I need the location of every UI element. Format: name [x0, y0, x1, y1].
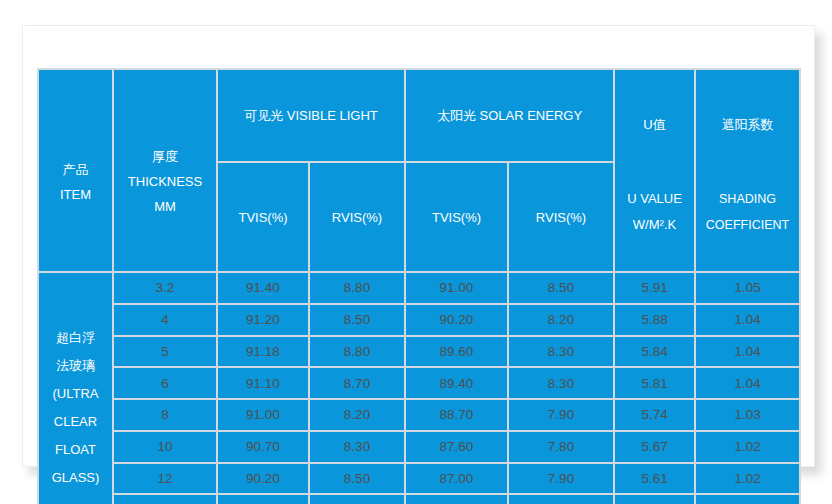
- cell-se_tvis: 90.20: [405, 304, 508, 336]
- cell-vl_rvis: 8.45: [309, 494, 405, 504]
- cell-se_tvis: 89.40: [405, 367, 508, 399]
- table-row: 591.188.8089.608.305.841.04: [38, 336, 800, 368]
- header-rvis-visible: RVIS(%): [309, 162, 405, 272]
- cell-mm: 6: [113, 367, 217, 399]
- cell-se_tvis: 91.00: [405, 272, 508, 304]
- header-visible-light: 可见光 VISIBLE LIGHT: [217, 69, 405, 162]
- header-solar-energy: 太阳光 SOLAR ENERGY: [405, 69, 614, 162]
- header-shading-en: SHADING COEFFICIENT: [696, 178, 799, 246]
- cell-vl_rvis: 8.80: [309, 336, 405, 368]
- cell-se_tvis: 87.60: [405, 431, 508, 463]
- cell-se_rvis: 7.90: [508, 494, 614, 504]
- cell-vl_rvis: 8.30: [309, 431, 405, 463]
- cell-mm: 12: [113, 463, 217, 495]
- cell-mm: 3.2: [113, 272, 217, 304]
- table-row: 1290.208.5087.007.905.611.02: [38, 463, 800, 495]
- cell-se_rvis: 8.50: [508, 272, 614, 304]
- cell-vl_rvis: 8.70: [309, 367, 405, 399]
- header-row-1: 产品 ITEM 厚度 THICKNESS MM 可见光 VISIBLE LIGH…: [38, 69, 800, 162]
- cell-se_tvis: 89.60: [405, 336, 508, 368]
- header-tvis-solar: TVIS(%): [405, 162, 508, 272]
- cell-vl_tvis: 90.20: [217, 463, 309, 495]
- cell-u: 5.61: [614, 463, 695, 495]
- header-thickness: 厚度 THICKNESS MM: [113, 69, 217, 272]
- cell-mm: 4: [113, 304, 217, 336]
- cell-vl_tvis: 90.00: [217, 494, 309, 504]
- cell-se_tvis: 87.00: [405, 463, 508, 495]
- cell-se_rvis: 7.90: [508, 399, 614, 431]
- cell-u: 5.91: [614, 272, 695, 304]
- cell-sc: 1.04: [695, 304, 800, 336]
- cell-vl_tvis: 90.70: [217, 431, 309, 463]
- cell-vl_tvis: 91.18: [217, 336, 309, 368]
- cell-se_rvis: 7.90: [508, 463, 614, 495]
- cell-sc: 1.02: [695, 463, 800, 495]
- header-rvis-solar: RVIS(%): [508, 162, 614, 272]
- cell-vl_rvis: 8.80: [309, 272, 405, 304]
- header-u-value-en: U VALUE W/M².K: [615, 178, 694, 246]
- cell-vl_rvis: 8.20: [309, 399, 405, 431]
- table-row: 1590.008.4585.207.905.511.00: [38, 494, 800, 504]
- cell-u: 5.81: [614, 367, 695, 399]
- table-row: 891.008.2088.707.905.741.03: [38, 399, 800, 431]
- header-tvis-visible: TVIS(%): [217, 162, 309, 272]
- cell-sc: 1.03: [695, 399, 800, 431]
- header-shading-zh: 遮阳系数: [696, 95, 799, 153]
- cell-u: 5.67: [614, 431, 695, 463]
- table-row: 491.208.5090.208.205.881.04: [38, 304, 800, 336]
- item-name-cell: 超白浮 法玻璃 (ULTRA CLEAR FLOAT GLASS): [38, 272, 113, 504]
- glass-spec-table: 产品 ITEM 厚度 THICKNESS MM 可见光 VISIBLE LIGH…: [37, 68, 801, 504]
- cell-mm: 15: [113, 494, 217, 504]
- cell-sc: 1.04: [695, 336, 800, 368]
- cell-se_tvis: 85.20: [405, 494, 508, 504]
- cell-se_rvis: 7.80: [508, 431, 614, 463]
- cell-se_rvis: 8.30: [508, 367, 614, 399]
- cell-sc: 1.02: [695, 431, 800, 463]
- cell-vl_tvis: 91.40: [217, 272, 309, 304]
- header-item: 产品 ITEM: [38, 69, 113, 272]
- cell-u: 5.88: [614, 304, 695, 336]
- cell-u: 5.74: [614, 399, 695, 431]
- cell-vl_tvis: 91.00: [217, 399, 309, 431]
- cell-se_rvis: 8.30: [508, 336, 614, 368]
- cell-vl_rvis: 8.50: [309, 463, 405, 495]
- table-row: 1090.708.3087.607.805.671.02: [38, 431, 800, 463]
- table-row: 691.108.7089.408.305.811.04: [38, 367, 800, 399]
- header-shading-coefficient: 遮阳系数 SHADING COEFFICIENT: [695, 69, 800, 272]
- header-u-value: U值 U VALUE W/M².K: [614, 69, 695, 272]
- cell-mm: 10: [113, 431, 217, 463]
- spec-sheet-card: 产品 ITEM 厚度 THICKNESS MM 可见光 VISIBLE LIGH…: [22, 25, 815, 467]
- cell-se_rvis: 8.20: [508, 304, 614, 336]
- cell-u: 5.84: [614, 336, 695, 368]
- cell-sc: 1.04: [695, 367, 800, 399]
- cell-mm: 5: [113, 336, 217, 368]
- cell-sc: 1.05: [695, 272, 800, 304]
- cell-se_tvis: 88.70: [405, 399, 508, 431]
- header-u-value-zh: U值: [615, 95, 694, 153]
- cell-vl_rvis: 8.50: [309, 304, 405, 336]
- cell-sc: 1.00: [695, 494, 800, 504]
- cell-mm: 8: [113, 399, 217, 431]
- cell-vl_tvis: 91.10: [217, 367, 309, 399]
- spec-table-body: 超白浮 法玻璃 (ULTRA CLEAR FLOAT GLASS)3.291.4…: [38, 272, 800, 504]
- cell-u: 5.51: [614, 494, 695, 504]
- table-row: 超白浮 法玻璃 (ULTRA CLEAR FLOAT GLASS)3.291.4…: [38, 272, 800, 304]
- cell-vl_tvis: 91.20: [217, 304, 309, 336]
